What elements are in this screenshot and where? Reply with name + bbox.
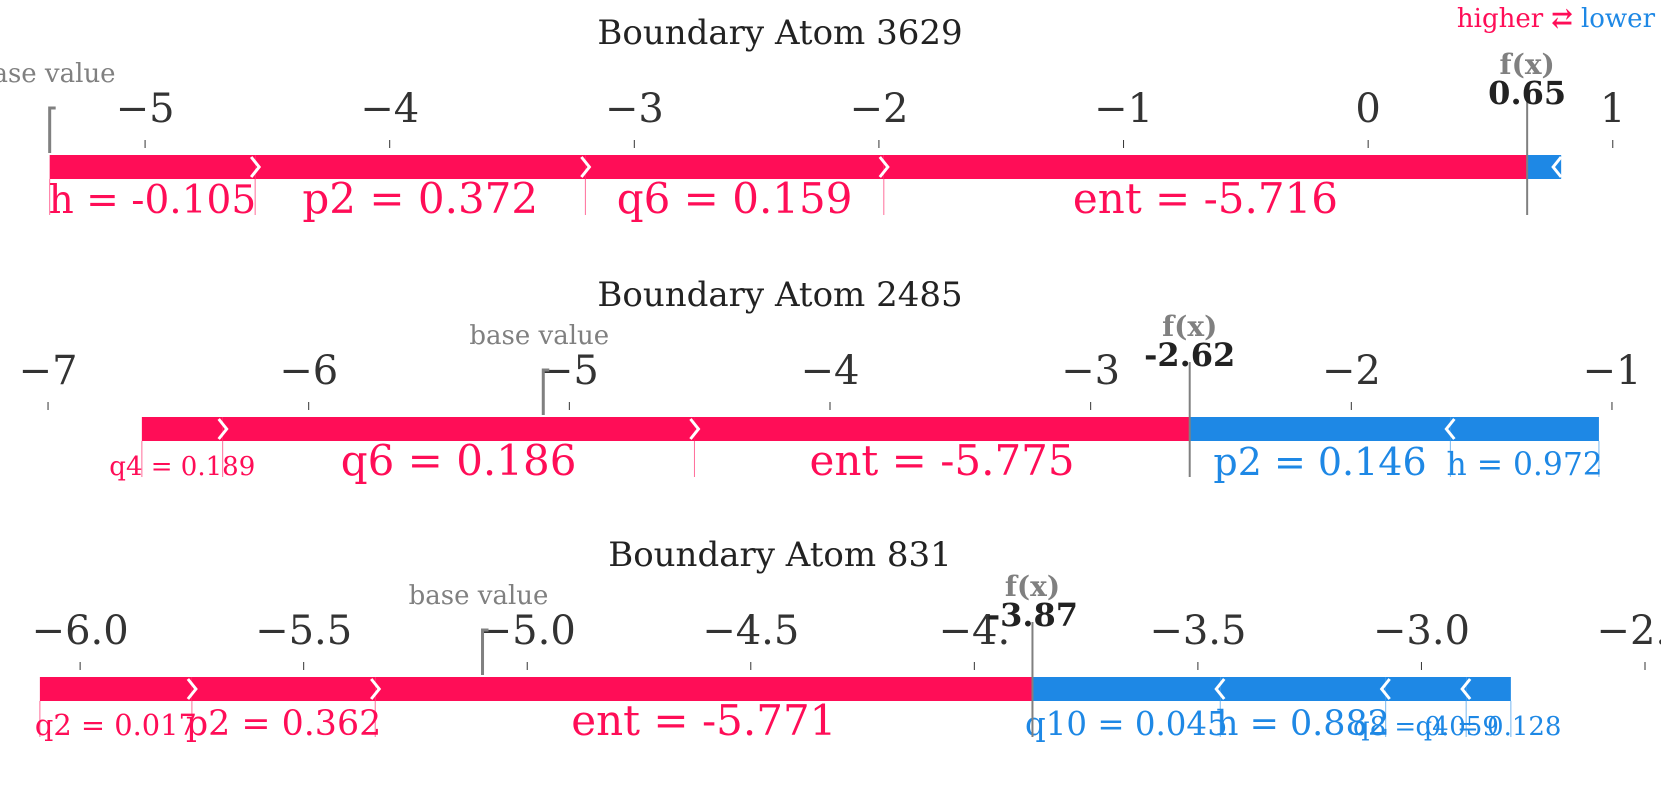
base-value-marker [541, 368, 550, 415]
positive-bar [49, 155, 256, 179]
tick-label: −6 [279, 348, 338, 394]
tick-label: −6.0 [32, 608, 129, 654]
positive-chevron [186, 678, 198, 700]
negative-bar [1466, 677, 1511, 701]
feature-label: h = -0.105 [49, 178, 257, 223]
positive-bar [375, 677, 1033, 701]
tick-label: −3.0 [1373, 608, 1470, 654]
negative-chevron [1379, 678, 1391, 700]
tick-label: −1 [1582, 348, 1641, 394]
positive-bar [141, 417, 223, 441]
tick-label: 0 [1355, 86, 1380, 132]
feature-label: p2 = 0.146 [1213, 440, 1426, 484]
feature-label: h = 0.882 [1216, 704, 1390, 744]
tick-label: −5.5 [255, 608, 352, 654]
tick-label: −1 [1094, 86, 1153, 132]
base-value-label: base value [469, 321, 609, 351]
negative-chevron [1510, 678, 1523, 700]
feature-label: q4 = 0.128 [1416, 712, 1562, 742]
feature-label: q6 = 0.186 [341, 436, 577, 485]
tick-label: −2 [849, 86, 908, 132]
tick-label: −3 [1061, 348, 1120, 394]
legend: higher ⇄ lower [1457, 4, 1655, 34]
force-plot-1: Boundary Atom 3629 −5 −4 −3 −2 −1 0 1 h = -0.105… [0, 13, 1625, 223]
chart-title: Boundary Atom 3629 [597, 13, 962, 53]
positive-chevron [689, 418, 701, 440]
positive-chevron [217, 418, 229, 440]
positive-bar [255, 155, 586, 179]
feature-label: p2 = 0.372 [302, 174, 538, 223]
positive-chevron [370, 678, 382, 700]
positive-chevron [108, 418, 120, 440]
tick-label: −7 [19, 348, 78, 394]
fx-label: f(x) [1005, 570, 1060, 603]
tick-label: −5 [116, 86, 175, 132]
tick-label: −4.5 [702, 608, 799, 654]
positive-chevron [6, 678, 18, 700]
feature-label: q4 = 0.189 [109, 452, 255, 482]
feature-label: ent = -5.716 [1073, 174, 1338, 223]
legend-higher: higher [1456, 4, 1544, 34]
negative-bar [1385, 677, 1467, 701]
negative-chevron [1444, 418, 1456, 440]
tick-label: −4. [938, 608, 1010, 654]
feature-label: q10 = 0.045 [1025, 705, 1228, 743]
feature-label: p2 = 0.362 [186, 704, 381, 744]
feature-label: q6 = 0.159 [617, 174, 853, 223]
positive-chevron [249, 156, 262, 178]
feature-label: ent = -5.775 [810, 436, 1075, 485]
positive-chevron [16, 156, 28, 178]
force-plot-2: Boundary Atom 2485 −7 −6 −5 −4 −3 −2 −1 q4 = 0.1… [19, 275, 1642, 485]
base-value-marker [48, 106, 56, 153]
positive-bar [222, 417, 695, 441]
positive-chevron [22, 678, 34, 700]
tick-label: −4 [801, 348, 860, 394]
base-value-marker [481, 628, 489, 675]
negative-bar [1032, 677, 1221, 701]
positive-bar [191, 677, 376, 701]
negative-bar [1450, 417, 1599, 441]
feature-label: ent = -5.771 [571, 696, 836, 745]
feature-label: q2 = 0.017 [35, 708, 197, 742]
base-value-label: base value [409, 581, 549, 611]
fx-label: f(x) [1500, 48, 1555, 81]
legend-swap-icon: ⇄ [1551, 4, 1573, 34]
tick-label: −3 [605, 86, 664, 132]
tick-label: −5.0 [479, 608, 576, 654]
tick-label: −2 [1322, 348, 1381, 394]
feature-label: h = 0.972 [1447, 447, 1603, 483]
tick-label: −5 [540, 348, 599, 394]
positive-chevron [124, 418, 136, 440]
tick-label: −2.5 [1596, 608, 1661, 654]
negative-chevron [1460, 678, 1472, 700]
positive-bar [694, 417, 1190, 441]
negative-bar [1189, 417, 1451, 441]
legend-lower: lower [1580, 4, 1655, 34]
negative-bar [1527, 155, 1562, 179]
positive-chevron [32, 156, 44, 178]
negative-chevron [1599, 418, 1611, 440]
chart-title: Boundary Atom 2485 [597, 275, 962, 315]
feature-label: q8 = 0.059 [1353, 712, 1499, 742]
positive-chevron [580, 156, 592, 178]
tick-label: −3.5 [1149, 608, 1246, 654]
fx-value: -2.62 [1144, 336, 1235, 374]
tick-label: 1 [1600, 86, 1625, 132]
positive-bar [883, 155, 1528, 179]
tick-label: −4 [360, 86, 419, 132]
negative-chevron [1214, 678, 1226, 700]
positive-chevron [878, 156, 890, 178]
fx-label: f(x) [1162, 310, 1217, 343]
negative-bar [1220, 677, 1386, 701]
fx-value: -3.87 [987, 596, 1078, 634]
negative-chevron [1551, 156, 1563, 178]
positive-bar [585, 155, 884, 179]
positive-bar [39, 677, 192, 701]
fx-value: 0.65 [1488, 74, 1566, 112]
force-plot-3: Boundary Atom 831 −6.0 −5.5 −5.0 −4.5 −4. −3.5… [6, 535, 1661, 745]
chart-title: Boundary Atom 831 [608, 535, 952, 575]
base-value-label: base value [0, 59, 116, 89]
